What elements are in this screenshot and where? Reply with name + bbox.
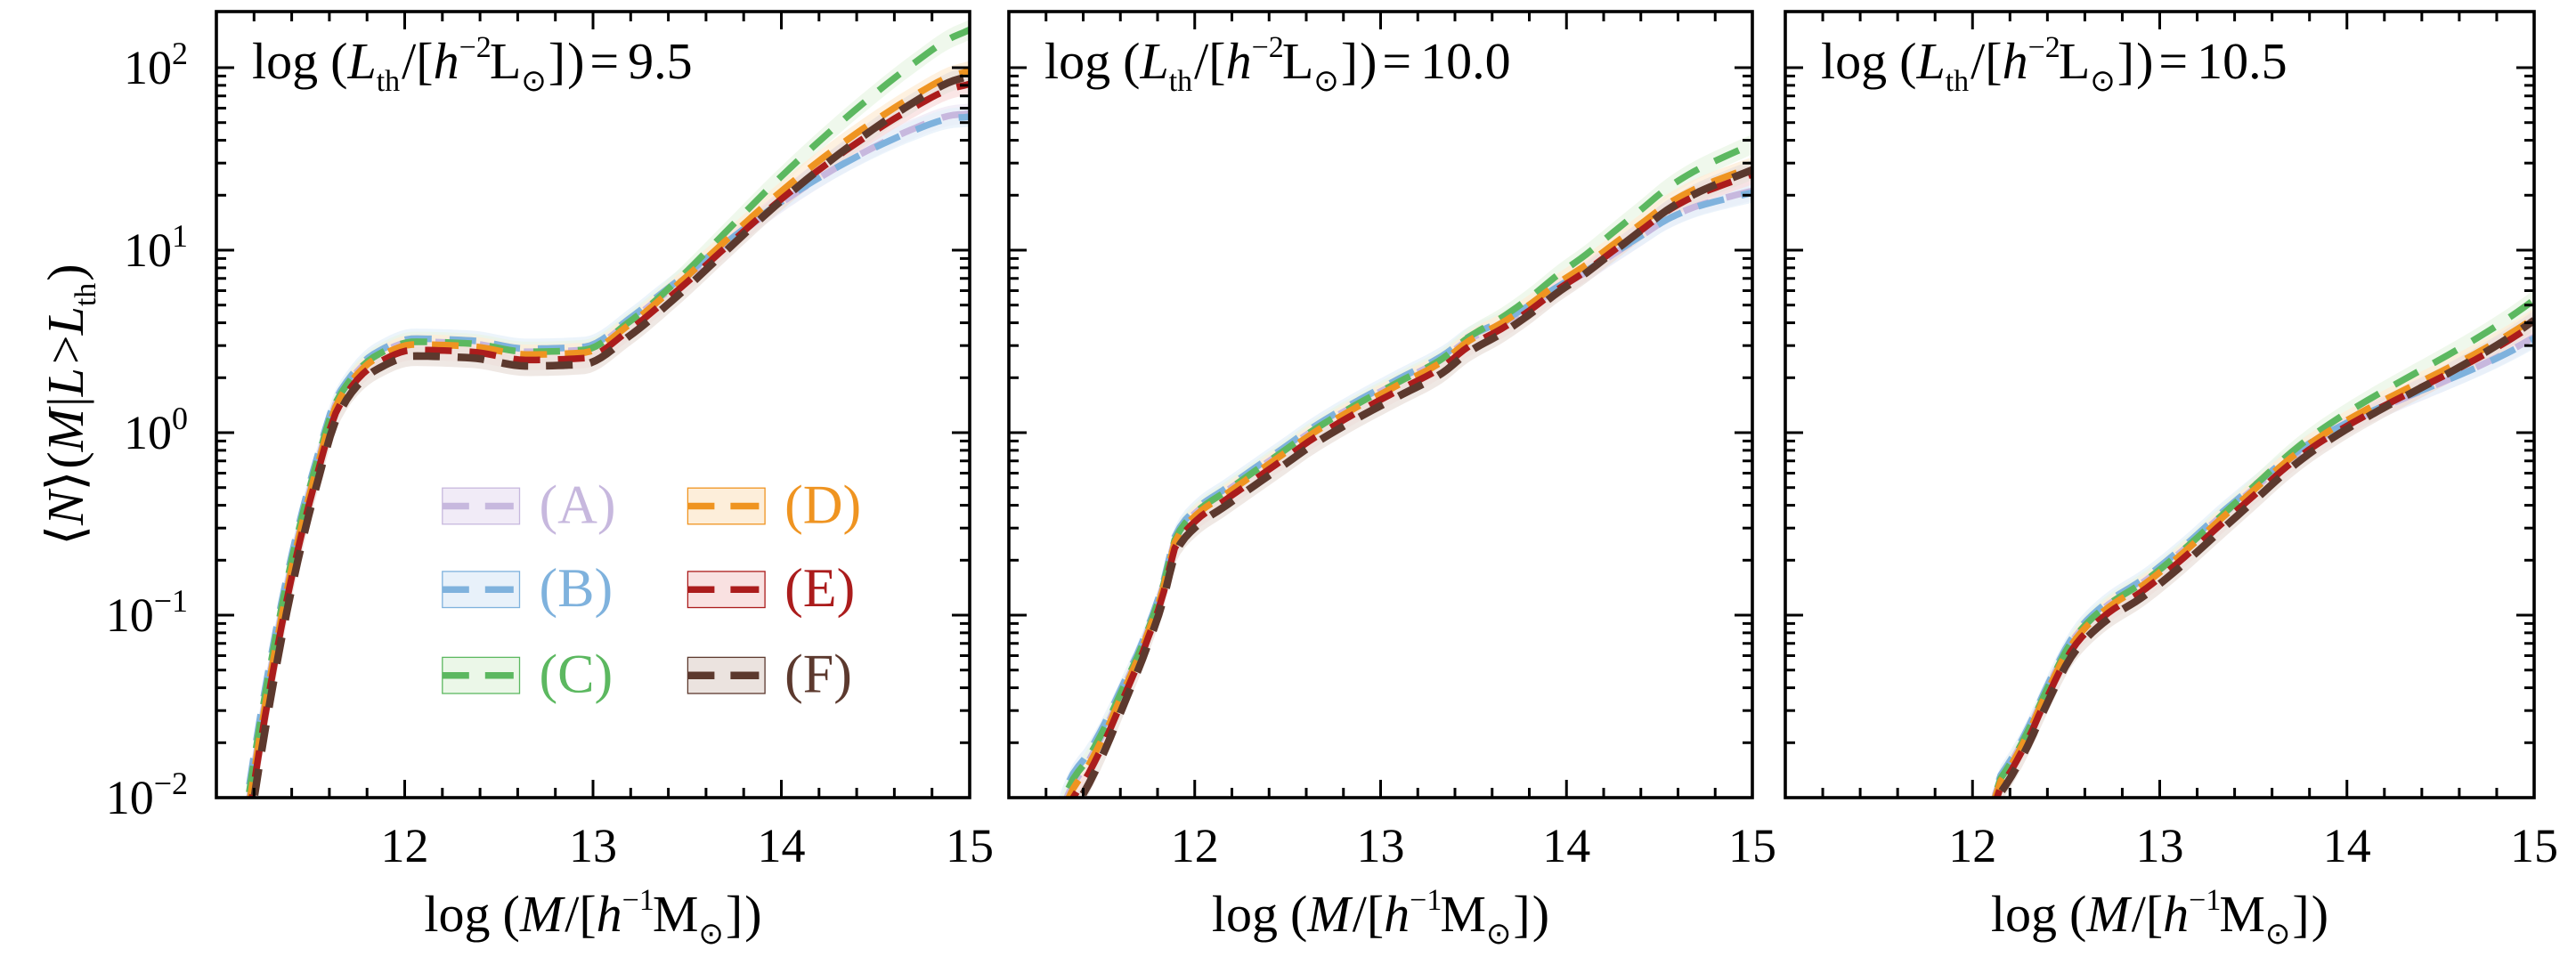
svg-text:15: 15 [946,819,994,872]
svg-text:(F): (F) [784,645,852,705]
svg-text:(E): (E) [784,558,855,619]
svg-text:(D): (D) [784,475,861,536]
svg-text:13: 13 [569,819,617,872]
svg-text:12: 12 [381,819,429,872]
svg-text:13: 13 [1357,819,1405,872]
svg-text:15: 15 [2510,819,2558,872]
svg-text:14: 14 [758,819,806,872]
svg-text:12: 12 [1171,819,1219,872]
svg-text:14: 14 [2323,819,2371,872]
svg-text:14: 14 [1542,819,1590,872]
svg-text:(C): (C) [540,645,614,705]
svg-text:13: 13 [2136,819,2184,872]
svg-text:(B): (B) [540,558,614,619]
svg-text:12: 12 [1948,819,1996,872]
svg-text:15: 15 [1728,819,1776,872]
svg-text:(A): (A) [540,475,616,536]
